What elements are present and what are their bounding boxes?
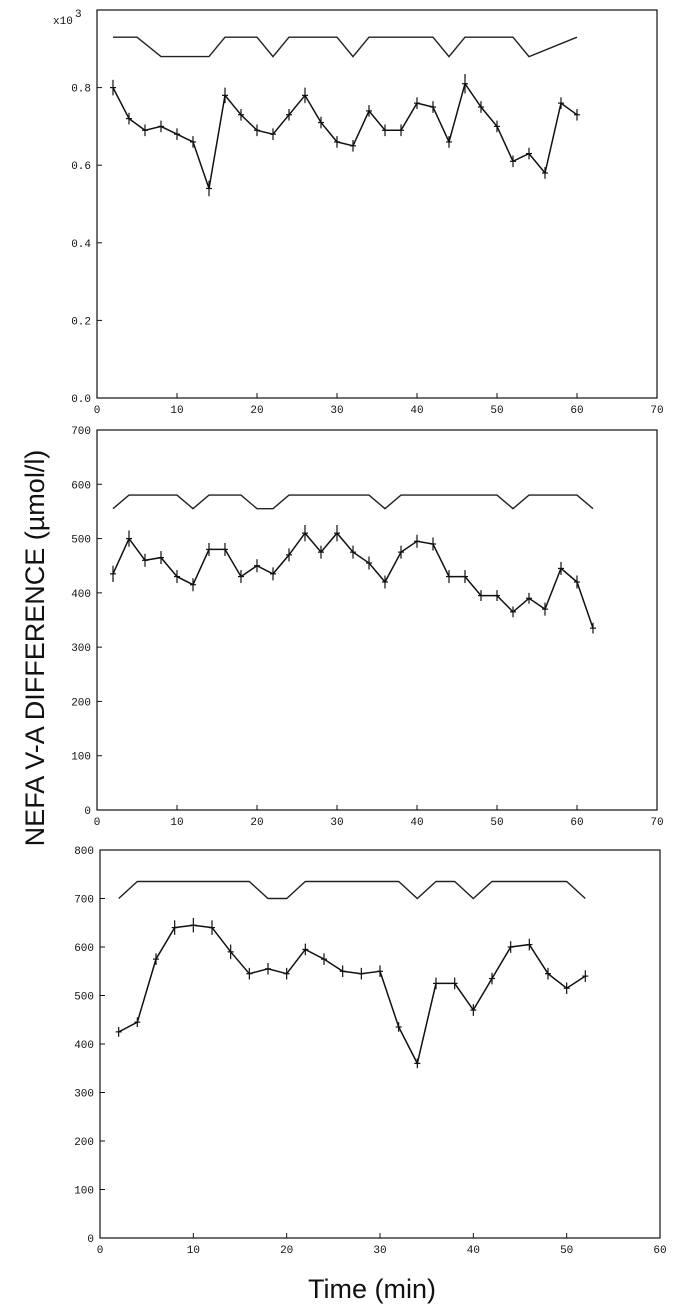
y-tick-label: 600 [74,943,94,955]
x-tick-label: 10 [187,1245,200,1257]
x-tick-label: 50 [490,405,503,417]
y-tick-label: 0.6 [71,161,91,173]
x-tick-label: 20 [250,405,263,417]
x-tick-label: 70 [650,817,663,829]
plot-frame [99,849,661,1239]
x-tick-label: 10 [170,817,183,829]
x-tick-label: 50 [490,817,503,829]
y-tick-label: 100 [74,1186,94,1198]
y-tick-label: 700 [74,895,94,907]
x-tick-label: 20 [280,1245,293,1257]
plot-frame [96,9,658,399]
series-line [112,81,578,189]
condition-trace-line [118,880,586,900]
condition-trace-line [112,494,594,510]
plot-frame [96,429,658,811]
x-tick-label: 40 [410,405,423,417]
x-tick-label: 0 [94,817,101,829]
y-tick-label: 0.2 [71,316,91,328]
y-tick-label: 200 [71,697,91,709]
y-multiplier-exponent: 3 [75,9,82,21]
series-line [118,924,586,1066]
x-tick-label: 20 [250,817,263,829]
x-tick-label: 0 [97,1245,104,1257]
x-tick-label: 30 [330,405,343,417]
y-tick-label: 300 [74,1089,94,1101]
x-tick-label: 40 [467,1245,480,1257]
x-tick-label: 70 [650,405,663,417]
x-tick-label: 50 [560,1245,573,1257]
y-tick-label: 0.8 [71,84,91,96]
y-tick-label: 200 [74,1137,94,1149]
y-tick-label: 500 [71,535,91,547]
y-multiplier-label: x10 [53,16,73,28]
x-tick-label: 0 [94,405,101,417]
y-tick-label: 800 [74,846,94,858]
y-tick-label: 400 [71,589,91,601]
x-tick-label: 40 [410,817,423,829]
x-tick-label: 60 [570,817,583,829]
y-tick-label: 300 [71,643,91,655]
x-tick-label: 30 [373,1245,386,1257]
y-tick-label: 0 [84,806,91,818]
y-tick-label: 600 [71,480,91,492]
x-tick-label: 30 [330,817,343,829]
x-tick-label: 60 [570,405,583,417]
condition-trace-line [113,36,578,58]
x-tick-label: 60 [653,1245,666,1257]
figure-y-axis-label: NEFA V-A DIFFERENCE (µmol/l) [20,450,50,847]
y-tick-label: 700 [71,426,91,438]
y-tick-label: 0.0 [71,394,91,406]
x-tick-label: 10 [170,405,183,417]
y-tick-label: 0.4 [71,239,91,251]
figure-x-axis-label: Time (min) [308,1274,436,1304]
y-tick-label: 100 [71,752,91,764]
y-tick-label: 400 [74,1040,94,1052]
y-tick-label: 0 [87,1234,94,1246]
y-tick-label: 500 [74,992,94,1004]
